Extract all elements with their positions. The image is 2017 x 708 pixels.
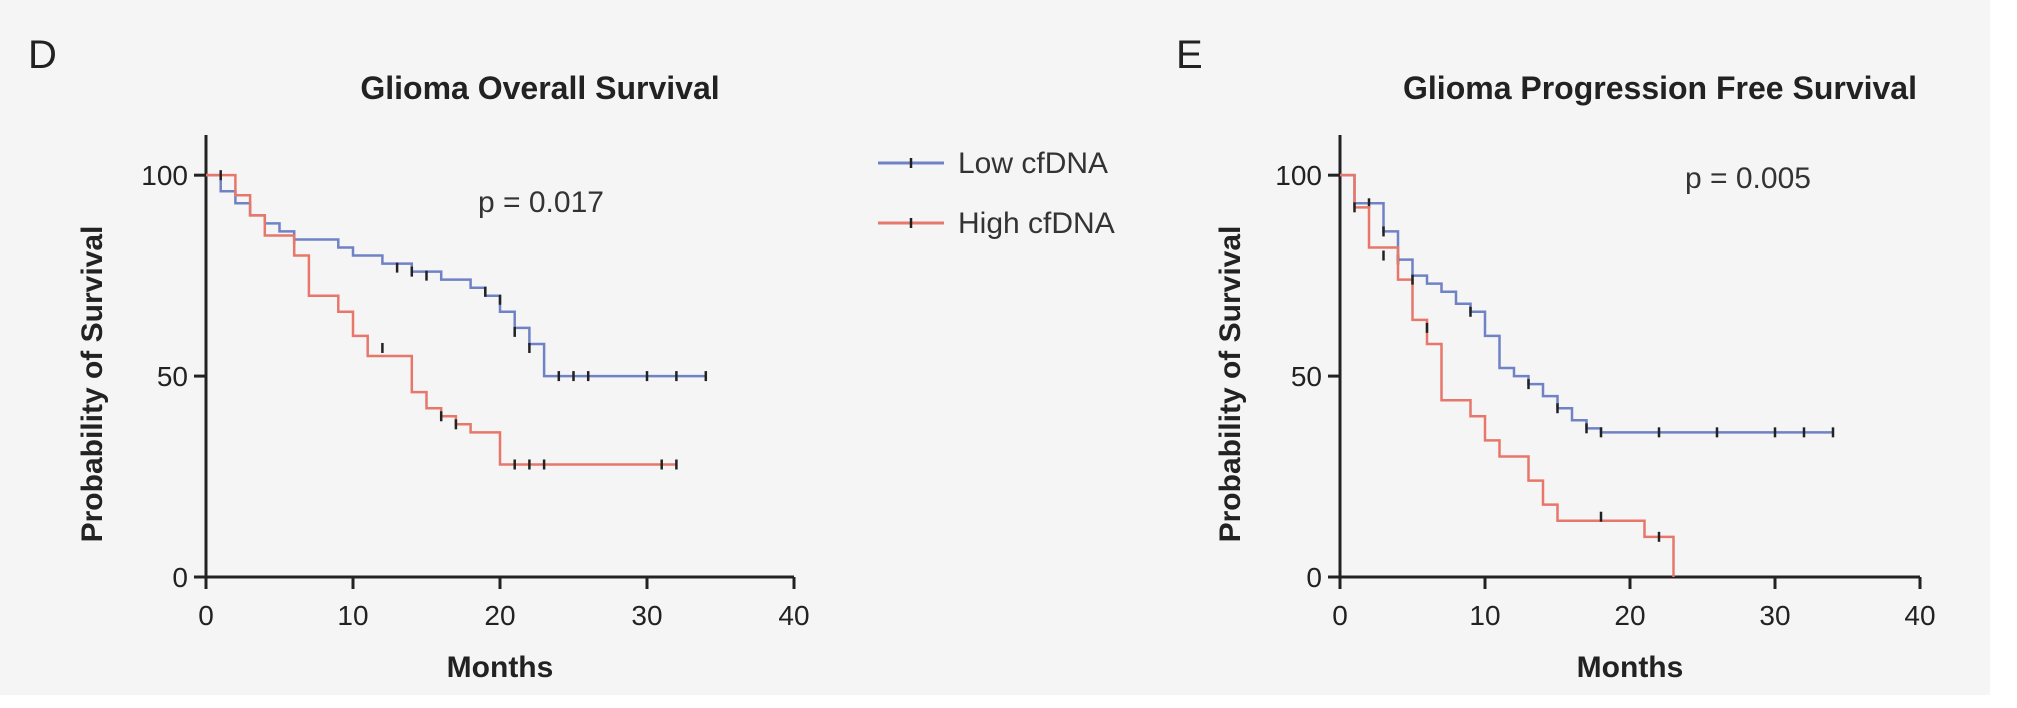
x-tick-label: 10 xyxy=(1469,600,1500,631)
legend-item-low-cfdna: Low cfDNA xyxy=(878,147,1108,180)
series-high-cfdna xyxy=(1340,173,1675,577)
x-axis-label: Months xyxy=(447,651,554,684)
survival-curve xyxy=(1340,173,1833,434)
x-tick-label: 40 xyxy=(778,600,809,631)
x-tick-label: 20 xyxy=(484,600,515,631)
panel-letter: D xyxy=(28,33,57,77)
x-tick-label: 10 xyxy=(337,600,368,631)
y-tick-label: 0 xyxy=(1306,562,1322,593)
figure: D Glioma Overall Survival 0 10 20 30 40 0 50 100 M… xyxy=(28,33,1936,684)
series-high-cfdna xyxy=(206,170,678,470)
series-low-cfdna xyxy=(1340,173,1835,438)
x-tick-label: 0 xyxy=(198,600,214,631)
chart-panel-d: D Glioma Overall Survival 0 10 20 30 40 0 50 100 M… xyxy=(28,33,810,684)
p-value-annotation: p = 0.017 xyxy=(478,186,604,219)
legend-label: Low cfDNA xyxy=(958,147,1108,180)
y-tick-label: 50 xyxy=(157,361,188,392)
survival-curve xyxy=(206,173,706,378)
x-tick-label: 0 xyxy=(1332,600,1348,631)
survival-curve xyxy=(1340,173,1675,577)
series-low-cfdna xyxy=(206,173,708,382)
y-tick-label: 100 xyxy=(141,160,188,191)
x-axis-label: Months xyxy=(1577,651,1684,684)
chart-title: Glioma Overall Survival xyxy=(360,70,719,106)
legend: Low cfDNA High cfDNA xyxy=(878,147,1115,240)
x-tick-label: 20 xyxy=(1614,600,1645,631)
y-tick-label: 0 xyxy=(172,562,188,593)
x-tick-label: 30 xyxy=(1759,600,1790,631)
chart-panel-e: E Glioma Progression Free Survival 0 10 20 30… xyxy=(1176,33,1936,684)
y-tick-label: 50 xyxy=(1291,361,1322,392)
x-tick-label: 30 xyxy=(631,600,662,631)
x-tick-label: 40 xyxy=(1904,600,1935,631)
legend-label: High cfDNA xyxy=(958,207,1115,240)
legend-item-high-cfdna: High cfDNA xyxy=(878,207,1115,240)
p-value-annotation: p = 0.005 xyxy=(1685,162,1811,195)
survival-curve xyxy=(206,173,677,466)
y-axis-label: Probability of Survival xyxy=(76,226,109,543)
y-tick-label: 100 xyxy=(1275,160,1322,191)
chart-title: Glioma Progression Free Survival xyxy=(1403,70,1917,106)
panel-letter: E xyxy=(1176,33,1203,77)
y-axis-label: Probability of Survival xyxy=(1214,226,1247,543)
